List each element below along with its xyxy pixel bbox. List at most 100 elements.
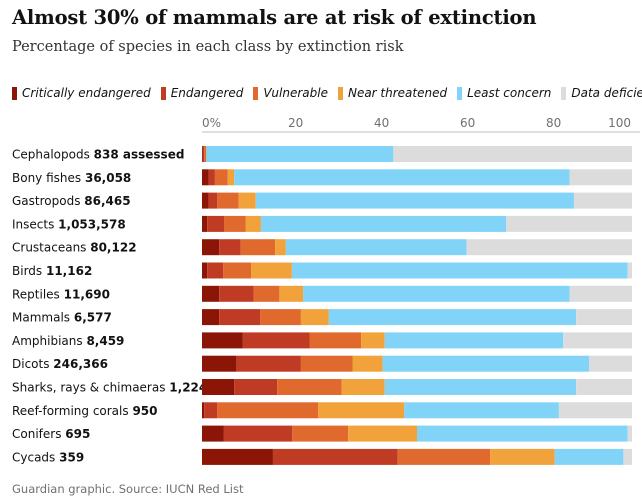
legend-swatch	[160, 86, 166, 100]
bar-segment	[202, 355, 237, 372]
category-name: Cycads	[12, 450, 59, 464]
bar-segment	[245, 215, 261, 232]
category-label: Mammals 6,577	[12, 311, 112, 325]
bar-segment	[341, 379, 385, 395]
bar-segment	[253, 285, 280, 302]
category-count: 11,690	[64, 287, 110, 301]
category-label: Sharks, rays & chimaeras 1,224	[12, 381, 207, 395]
category-name: Conifers	[12, 427, 65, 441]
bar-segment	[207, 262, 224, 279]
bar-segment	[393, 146, 632, 162]
category-count: 1,224	[169, 381, 207, 395]
bar-segment	[238, 192, 256, 209]
category-label: Cephalopods 838 assessed	[12, 148, 184, 162]
bar-segment	[217, 402, 319, 419]
bar-segment	[569, 285, 632, 302]
category-count: 246,366	[53, 357, 108, 371]
bar-segment	[292, 425, 349, 442]
legend-label: Near threatened	[347, 86, 448, 100]
category-count: 80,122	[90, 241, 136, 255]
x-tick-label: 0%	[202, 116, 221, 130]
bar-segment	[627, 425, 632, 442]
bar-segment	[384, 379, 577, 395]
bar-segment	[569, 169, 632, 186]
bar-segment	[272, 448, 398, 465]
category-count: 838 assessed	[94, 148, 185, 162]
bar-segment	[417, 425, 628, 442]
bar-segment	[352, 355, 383, 372]
legend-swatch	[337, 86, 343, 100]
bar-segment	[208, 169, 215, 186]
category-count: 950	[132, 404, 157, 418]
bar-segment	[202, 309, 220, 326]
category-label: Bony fishes 36,058	[12, 171, 131, 185]
category-count: 11,162	[46, 264, 92, 278]
bar-segment	[202, 285, 220, 302]
bar-segment	[318, 402, 405, 419]
bar-segment	[506, 215, 632, 232]
category-name: Reptiles	[12, 287, 64, 301]
bar-segment	[202, 332, 243, 349]
bar-segment	[227, 169, 235, 186]
category-label: Reptiles 11,690	[12, 287, 110, 301]
category-label: Amphibians 8,459	[12, 334, 124, 348]
bar-segment	[204, 402, 218, 419]
x-tick-label: 20	[288, 116, 303, 130]
bar-segment	[219, 285, 254, 302]
bar-segment	[348, 425, 417, 442]
chart-legend: Critically endangered Endangered Vulnera…	[12, 84, 642, 102]
x-tick-label: 100	[608, 116, 631, 130]
bar-segment	[573, 192, 632, 209]
bar-segment	[202, 215, 208, 232]
x-tick-label: 80	[546, 116, 561, 130]
bar-segment	[234, 379, 278, 395]
category-count: 86,465	[84, 194, 130, 208]
bar-segment	[275, 239, 286, 256]
bar-segment	[291, 262, 628, 279]
bar-segment	[251, 262, 292, 279]
bar-segment	[260, 215, 507, 232]
bar-segment	[285, 239, 467, 256]
bar-segment	[361, 332, 385, 349]
legend-label: Least concern	[467, 86, 552, 100]
bar-segment	[202, 146, 205, 162]
category-count: 6,577	[74, 311, 112, 325]
bar-segment	[207, 215, 225, 232]
bar-segment	[223, 262, 252, 279]
category-name: Reef-forming corals	[12, 404, 132, 418]
bar-segment	[554, 448, 624, 465]
legend-item-vulnerable: Vulnerable	[253, 86, 328, 100]
bar-segment	[208, 192, 218, 209]
x-tick-label: 40	[374, 116, 389, 130]
bar-segment	[214, 169, 228, 186]
legend-swatch	[561, 86, 567, 100]
bar-segment	[240, 239, 276, 256]
legend-item-data-deficient: Data deficient	[561, 86, 642, 100]
category-name: Amphibians	[12, 334, 86, 348]
bar-segment	[623, 448, 632, 465]
category-label: Reef-forming corals 950	[12, 404, 158, 418]
x-tick-label: 60	[460, 116, 475, 130]
legend-item-least-concern: Least concern	[457, 86, 551, 100]
category-name: Sharks, rays & chimaeras	[12, 381, 169, 395]
bar-segment	[206, 146, 394, 162]
category-name: Dicots	[12, 357, 53, 371]
bar-segment	[224, 215, 246, 232]
bar-segment	[558, 402, 632, 419]
bar-segment	[217, 192, 239, 209]
bar-segment	[303, 285, 570, 302]
bar-segment	[202, 402, 205, 419]
bar-segment	[202, 169, 209, 186]
category-count: 8,459	[86, 334, 124, 348]
source-note: Guardian graphic. Source: IUCN Red List	[12, 482, 244, 496]
legend-label: Critically endangered	[22, 86, 151, 100]
category-name: Mammals	[12, 311, 74, 325]
category-label: Insects 1,053,578	[12, 217, 126, 231]
bar-segment	[563, 332, 632, 349]
bar-segment	[202, 239, 220, 256]
bar-segment	[202, 425, 224, 442]
legend-item-near-threatened: Near threatened	[337, 86, 448, 100]
bar-segment	[219, 239, 241, 256]
bar-segment	[382, 355, 589, 372]
legend-label: Vulnerable	[263, 86, 328, 100]
